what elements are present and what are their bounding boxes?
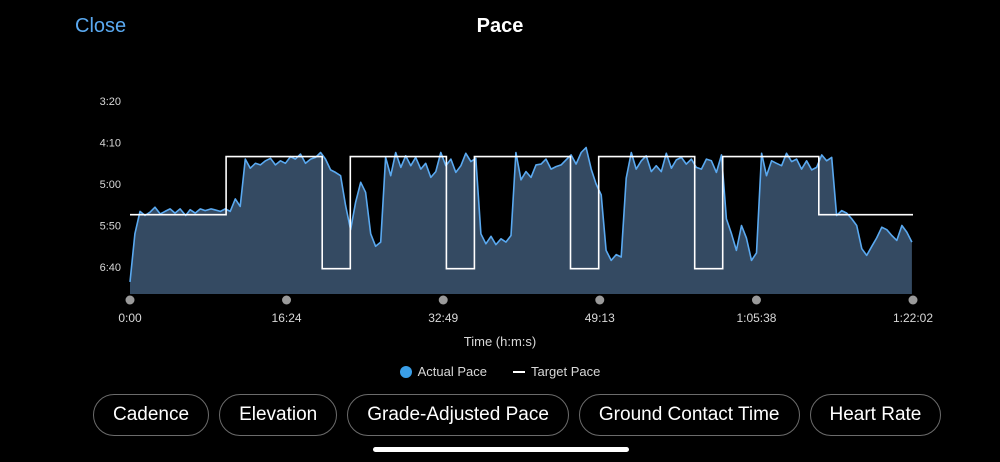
y-tick-label: 6:40 xyxy=(100,262,121,274)
legend-item-actual-pace: Actual Pace xyxy=(399,364,487,379)
x-axis-label: Time (h:m:s) xyxy=(463,334,537,349)
x-tick-dot[interactable] xyxy=(751,295,761,305)
x-tick-dot[interactable] xyxy=(282,295,292,305)
legend-label-target-pace: Target Pace xyxy=(531,364,601,379)
close-button[interactable]: Close xyxy=(75,15,127,37)
x-tick-dot[interactable] xyxy=(908,295,918,305)
x-tick-dot[interactable] xyxy=(125,295,135,305)
target-pace-line xyxy=(130,155,913,270)
actual-pace-area xyxy=(130,147,912,294)
x-tick-label: 1:22:02 xyxy=(893,311,933,325)
y-tick-label: 4:10 xyxy=(100,138,121,150)
legend-dot-icon xyxy=(399,365,412,378)
legend-item-target-pace: Target Pace xyxy=(513,364,600,379)
pace-chart[interactable]: 3:20 4:10 5:00 5:50 6:40 0:00 16:24 32:49 49:13… xyxy=(0,0,1000,330)
home-indicator[interactable] xyxy=(373,447,629,452)
x-tick-label: 1:05:38 xyxy=(736,311,776,325)
x-tick-dot[interactable] xyxy=(595,295,605,305)
page-title: Pace xyxy=(476,15,524,37)
x-tick-label: 0:00 xyxy=(118,311,142,325)
y-tick-label: 5:50 xyxy=(100,221,121,233)
metric-tabs: Cadence Elevation Grade-Adjusted Pace Gr… xyxy=(93,394,942,436)
x-tick-dot[interactable] xyxy=(438,295,448,305)
tab-cadence[interactable]: Cadence xyxy=(93,394,210,436)
x-tick-label: 16:24 xyxy=(272,311,302,325)
tab-grade-adjusted-pace[interactable]: Grade-Adjusted Pace xyxy=(347,394,569,436)
y-tick-label: 5:00 xyxy=(100,179,121,191)
x-tick-label: 32:49 xyxy=(428,311,458,325)
tab-heart-rate[interactable]: Heart Rate xyxy=(809,394,942,436)
actual-pace-line xyxy=(129,146,913,282)
y-tick-label: 3:20 xyxy=(100,96,121,108)
tab-ground-contact-time[interactable]: Ground Contact Time xyxy=(578,394,800,436)
legend-label-actual-pace: Actual Pace xyxy=(417,364,487,379)
legend-line-icon xyxy=(513,370,525,373)
chart-legend: Actual Pace Target Pace xyxy=(0,364,1000,379)
tab-elevation[interactable]: Elevation xyxy=(219,394,338,436)
x-tick-label: 49:13 xyxy=(585,311,615,325)
